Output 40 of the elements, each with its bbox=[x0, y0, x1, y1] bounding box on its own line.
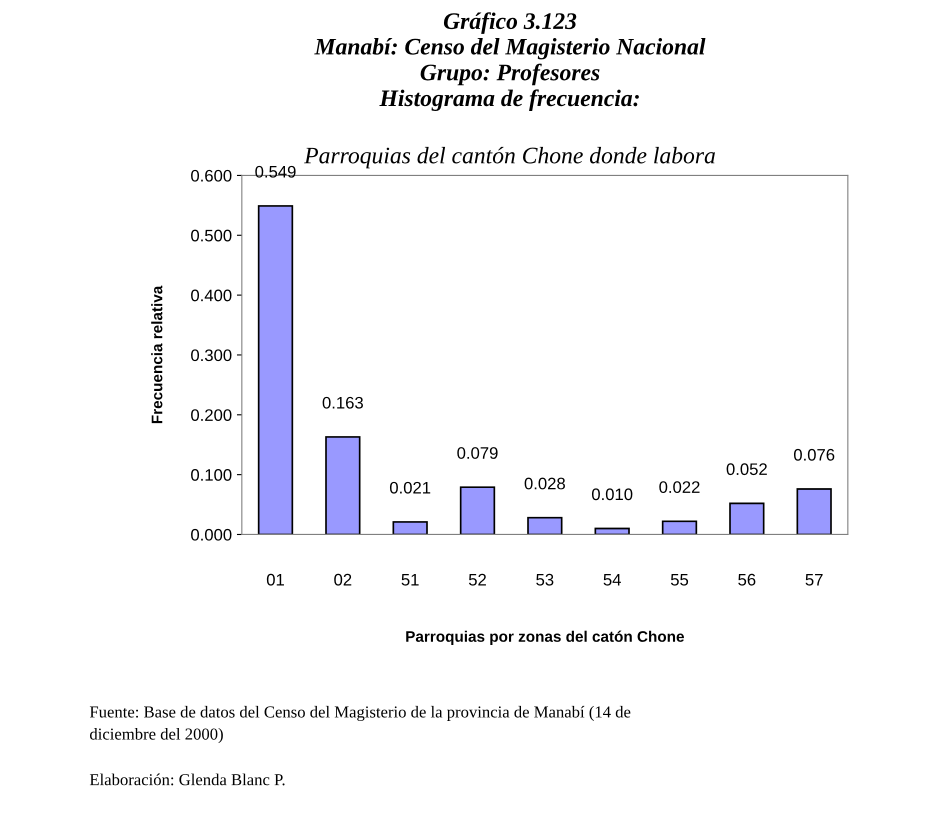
x-tick-label: 02 bbox=[334, 574, 352, 586]
bar bbox=[460, 486, 496, 534]
source-note: Fuente: Base de datos del Censo del Magisterio de la provincia de Manabí (14 de diciembre del 2000) bbox=[90, 706, 630, 744]
y-tick-label: 0.300 bbox=[191, 349, 232, 362]
y-tick-label: 0.400 bbox=[191, 290, 232, 302]
x-tick-label: 56 bbox=[738, 574, 756, 586]
bar bbox=[258, 205, 294, 534]
y-tick-label: 0.600 bbox=[191, 170, 232, 182]
data-label: 0.021 bbox=[390, 482, 430, 494]
data-label: 0.010 bbox=[592, 488, 632, 500]
x-tick-label: 55 bbox=[670, 574, 688, 586]
data-label: 0.079 bbox=[457, 447, 498, 459]
chart-subtitle: Parroquias del cantón Chone donde labora bbox=[304, 146, 715, 168]
x-tick-label: 51 bbox=[402, 574, 419, 586]
bar bbox=[729, 502, 765, 534]
bar bbox=[594, 528, 630, 534]
y-axis-title: Frecuencia relativa bbox=[151, 286, 162, 424]
data-label: 0.022 bbox=[659, 481, 700, 494]
data-label: 0.076 bbox=[794, 448, 834, 461]
y-tick-label: 0.500 bbox=[191, 230, 232, 242]
bar bbox=[325, 436, 361, 534]
data-label: 0.549 bbox=[255, 166, 296, 178]
y-tick-label: 0.100 bbox=[191, 469, 232, 481]
bar bbox=[392, 521, 428, 534]
bar bbox=[527, 516, 563, 534]
x-tick-label: 52 bbox=[468, 574, 486, 586]
data-label: 0.163 bbox=[322, 396, 363, 409]
y-tick-label: 0.200 bbox=[191, 409, 232, 422]
x-tick-label: 54 bbox=[604, 574, 621, 586]
text: Elaboración: Glenda Blanc P. bbox=[90, 774, 285, 786]
x-tick-label: 01 bbox=[266, 574, 284, 586]
y-tick-label: 0.000 bbox=[191, 528, 232, 541]
bar bbox=[796, 488, 832, 534]
x-tick-label: 53 bbox=[536, 574, 554, 586]
x-axis-title: Parroquias por zonas del catón Chone bbox=[406, 630, 684, 645]
x-tick-label: 57 bbox=[806, 574, 823, 586]
chart-title: Gráfico 3.123 Manabí: Censo del Magisterio Nacional Grupo: Profesores Histograma de frecuencia: bbox=[314, 12, 706, 112]
bar bbox=[662, 520, 698, 534]
data-label: 0.028 bbox=[524, 478, 565, 490]
data-label: 0.052 bbox=[726, 463, 767, 476]
